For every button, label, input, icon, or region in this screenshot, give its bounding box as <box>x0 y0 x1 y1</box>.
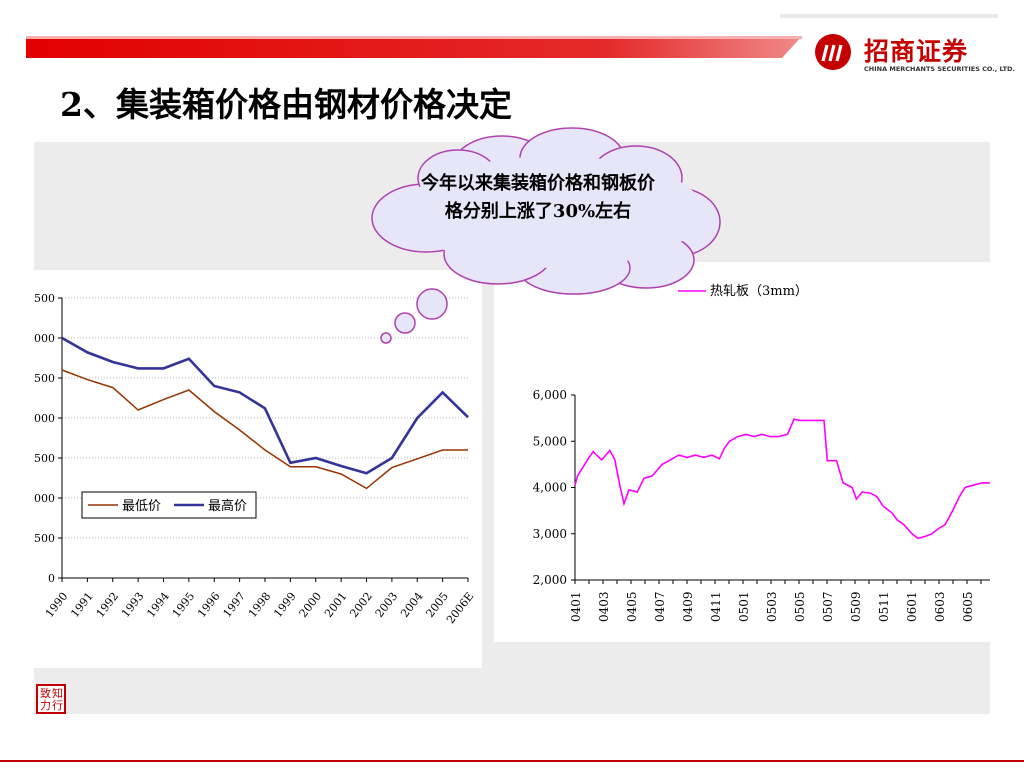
x-tick-label: 0511 <box>877 591 891 622</box>
x-tick-label: 2003 <box>373 590 400 620</box>
y-tick-label: 2000 <box>34 412 55 425</box>
steel-price-chart: 2,000 3,000 4,000 5,000 6,000 0401 0403 0405 040… <box>533 284 990 622</box>
callout-text: 今年以来集装箱价格和钢板价格分别上涨了30%左右 <box>421 173 655 222</box>
x-tick-label: 2002 <box>347 590 374 620</box>
x-tick-label: 1992 <box>94 590 121 620</box>
x-tick-label: 2001 <box>322 590 349 620</box>
x-tick-label: 1997 <box>221 590 248 620</box>
y-tick-label: 1500 <box>34 452 55 465</box>
x-tick-label: 1995 <box>170 590 197 620</box>
seal-char-3: 力 <box>40 699 51 712</box>
x-tick-label: 0507 <box>821 591 835 622</box>
price-range-chart: 0 500 1000 1500 2000 2500 3000 3500 199019911992… <box>34 292 476 626</box>
series-line <box>61 336 469 475</box>
x-tick-label: 1994 <box>144 590 171 620</box>
x-tick-label: 0603 <box>933 591 947 622</box>
y-tick-label: 4,000 <box>533 481 567 495</box>
legend-label: 最低价 <box>122 499 161 514</box>
x-tick-label: 1998 <box>246 590 273 620</box>
x-tick-label: 0401 <box>569 591 583 622</box>
logo-name-en: CHINA MERCHANTS SECURITIES CO., LTD. <box>864 65 1015 73</box>
seal-char-4: 行 <box>52 699 63 712</box>
y-tick-label: 500 <box>34 532 55 545</box>
y-tick-label: 1000 <box>34 492 55 505</box>
legend-label: 热轧板（3mm） <box>710 284 808 299</box>
x-tick-label: 0501 <box>737 591 751 622</box>
y-tick-label: 6,000 <box>533 388 567 402</box>
logo-mark-icon <box>815 34 851 70</box>
series-line <box>61 369 468 490</box>
series-line <box>574 418 990 540</box>
x-tick-label: 1991 <box>68 590 95 620</box>
x-tick-label: 2000 <box>297 590 324 620</box>
seal-char-1: 致 <box>40 687 51 700</box>
x-tick-label: 2004 <box>398 590 425 620</box>
logo-name-cn: 招商证券 <box>864 37 969 66</box>
x-tick-label: 0407 <box>653 591 667 622</box>
slide-title: 2、集装箱价格由钢材价格决定 <box>60 85 512 124</box>
x-tick-label: 0411 <box>709 591 723 622</box>
x-tick-label: 0409 <box>681 591 695 622</box>
x-tick-label: 1996 <box>195 590 222 620</box>
y-tick-label: 3,000 <box>533 527 567 541</box>
y-tick-label: 3000 <box>34 332 55 345</box>
seal-stamp: 致 知 力 行 <box>36 684 66 714</box>
x-tick-label: 0601 <box>905 591 919 622</box>
y-tick-label: 3500 <box>34 292 55 305</box>
price-range-chart-panel: 0 500 1000 1500 2000 2500 3000 3500 199019911992… <box>34 270 482 668</box>
steel-price-chart-panel: 2,000 3,000 4,000 5,000 6,000 0401 0403 0405 040… <box>494 262 990 642</box>
x-tick-label: 1990 <box>43 590 70 620</box>
x-tick-label: 0605 <box>961 591 975 622</box>
y-tick-label: 5,000 <box>533 434 567 448</box>
header-red-bar <box>26 36 802 58</box>
x-tick-label: 0405 <box>625 591 639 622</box>
footer-red-line <box>0 760 1024 762</box>
x-tick-label: 0509 <box>849 591 863 622</box>
x-tick-label: 0403 <box>597 591 611 622</box>
y-tick-label: 0 <box>48 572 55 585</box>
seal-char-2: 知 <box>52 687 63 700</box>
x-tick-label: 2006E <box>444 590 476 626</box>
x-tick-label: 1999 <box>271 590 298 620</box>
x-tick-label: 1993 <box>119 590 146 620</box>
y-tick-label: 2,000 <box>533 573 567 587</box>
thought-bubble <box>371 127 721 344</box>
company-logo: 招商证券 CHINA MERCHANTS SECURITIES CO., LTD… <box>812 28 1015 80</box>
x-tick-label: 0503 <box>765 591 779 622</box>
header-gray-line <box>780 14 998 18</box>
y-tick-label: 2500 <box>34 372 55 385</box>
x-tick-label: 0505 <box>793 591 807 622</box>
legend-label: 最高价 <box>208 498 247 514</box>
